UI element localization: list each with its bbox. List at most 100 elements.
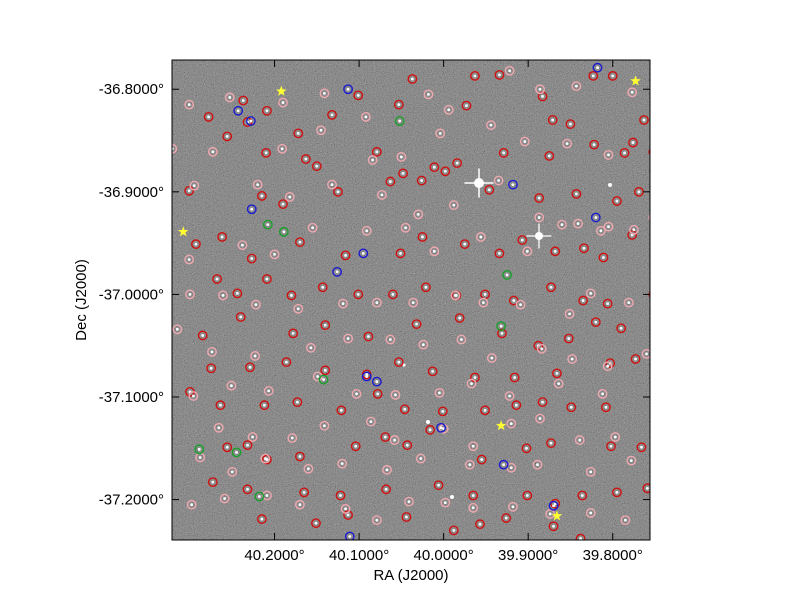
source-circle-marker bbox=[522, 246, 533, 257]
source-circle-marker bbox=[351, 389, 362, 399]
source-circle-marker bbox=[371, 297, 382, 308]
source-circle-marker bbox=[306, 342, 316, 353]
source-dot bbox=[256, 183, 260, 187]
source-dot bbox=[652, 293, 655, 296]
source-dot bbox=[251, 435, 254, 439]
source-circle-marker bbox=[235, 312, 246, 322]
source-dot bbox=[479, 235, 483, 239]
source-dot bbox=[699, 146, 702, 149]
source-circle-marker bbox=[184, 185, 195, 196]
source-dot bbox=[411, 301, 415, 305]
source-circle-marker bbox=[212, 274, 222, 284]
source-circle-marker bbox=[550, 246, 561, 257]
source-dot bbox=[330, 183, 334, 187]
source-dot bbox=[589, 470, 593, 474]
source-dot bbox=[421, 235, 424, 239]
source-circle-marker bbox=[585, 466, 596, 477]
source-circle-marker bbox=[484, 184, 495, 195]
source-circle-marker bbox=[231, 447, 242, 458]
source-dot bbox=[557, 382, 561, 386]
x-axis-title: RA (J2000) bbox=[373, 567, 448, 584]
source-circle-marker bbox=[452, 158, 463, 168]
source-dot bbox=[246, 443, 249, 447]
source-circle-marker bbox=[478, 297, 489, 308]
source-circle-marker bbox=[521, 443, 532, 454]
source-circle-marker bbox=[668, 325, 676, 333]
source-circle-marker bbox=[674, 210, 682, 218]
source-circle-marker bbox=[698, 501, 706, 509]
source-circle-marker bbox=[340, 250, 351, 261]
source-dot bbox=[699, 294, 702, 297]
source-circle-marker bbox=[579, 243, 589, 254]
source-circle-marker bbox=[277, 143, 288, 154]
source-circle-marker bbox=[687, 418, 695, 426]
source-dot bbox=[578, 438, 582, 442]
source-circle-marker bbox=[693, 387, 701, 395]
source-dot bbox=[190, 503, 194, 507]
source-dot bbox=[223, 497, 227, 500]
source-circle-marker bbox=[723, 193, 731, 201]
source-dot bbox=[265, 277, 269, 281]
source-dot bbox=[399, 251, 402, 255]
source-dot bbox=[282, 230, 286, 234]
y-axis-title: Dec (J2000) bbox=[73, 259, 90, 341]
source-dot bbox=[291, 331, 295, 335]
source-dot bbox=[438, 391, 441, 395]
source-circle-marker bbox=[311, 518, 321, 529]
source-dot bbox=[660, 505, 663, 508]
source-dot bbox=[393, 438, 396, 442]
source-circle-marker bbox=[603, 221, 614, 232]
source-circle-marker bbox=[727, 291, 735, 299]
y-tick-label: -37.0000° bbox=[99, 286, 164, 303]
source-dot bbox=[375, 518, 379, 522]
source-dot bbox=[549, 285, 553, 289]
source-dot bbox=[304, 157, 308, 161]
source-dot bbox=[489, 123, 493, 127]
source-circle-marker bbox=[696, 144, 704, 152]
source-dot bbox=[371, 158, 375, 162]
source-circle-marker bbox=[616, 323, 627, 334]
plot-frame bbox=[171, 59, 651, 541]
source-circle-marker bbox=[353, 289, 364, 300]
source-dot bbox=[260, 194, 264, 198]
source-circle-marker bbox=[590, 212, 601, 223]
source-circle-marker bbox=[656, 406, 664, 414]
source-circle-marker bbox=[262, 105, 272, 116]
source-circle-marker bbox=[657, 503, 665, 511]
source-dot bbox=[403, 407, 407, 411]
source-circle-marker bbox=[363, 331, 374, 342]
source-dot bbox=[627, 301, 631, 305]
source-dot bbox=[567, 337, 571, 340]
source-dot bbox=[230, 384, 233, 388]
source-circle-marker bbox=[233, 105, 244, 116]
source-circle-marker bbox=[327, 179, 337, 190]
source-circle-marker bbox=[468, 490, 479, 501]
source-circle-marker bbox=[194, 444, 205, 455]
source-dot bbox=[290, 436, 294, 440]
source-circle-marker bbox=[295, 499, 305, 510]
source-dot bbox=[666, 137, 669, 140]
source-dot bbox=[468, 463, 472, 467]
source-dot bbox=[692, 220, 695, 223]
source-dot bbox=[267, 389, 271, 393]
source-dot bbox=[455, 161, 459, 165]
source-dot bbox=[330, 113, 334, 117]
source-dot bbox=[383, 435, 387, 439]
source-circle-marker bbox=[366, 416, 376, 427]
source-circle-marker bbox=[577, 490, 588, 501]
source-circle-marker bbox=[729, 121, 737, 129]
source-circle-marker bbox=[425, 424, 436, 435]
source-circle-marker bbox=[589, 139, 600, 150]
source-dot bbox=[473, 74, 477, 78]
source-dot bbox=[421, 343, 425, 347]
source-dot bbox=[452, 528, 456, 532]
source-circle-marker bbox=[655, 160, 663, 168]
y-tick-label: -36.9000° bbox=[99, 184, 164, 201]
source-circle-marker bbox=[417, 232, 428, 242]
source-circle-marker bbox=[517, 235, 528, 245]
source-dot bbox=[478, 522, 482, 526]
source-dot bbox=[589, 511, 593, 515]
source-dot bbox=[458, 316, 462, 320]
source-dot bbox=[652, 150, 655, 153]
source-circle-marker bbox=[563, 333, 574, 344]
